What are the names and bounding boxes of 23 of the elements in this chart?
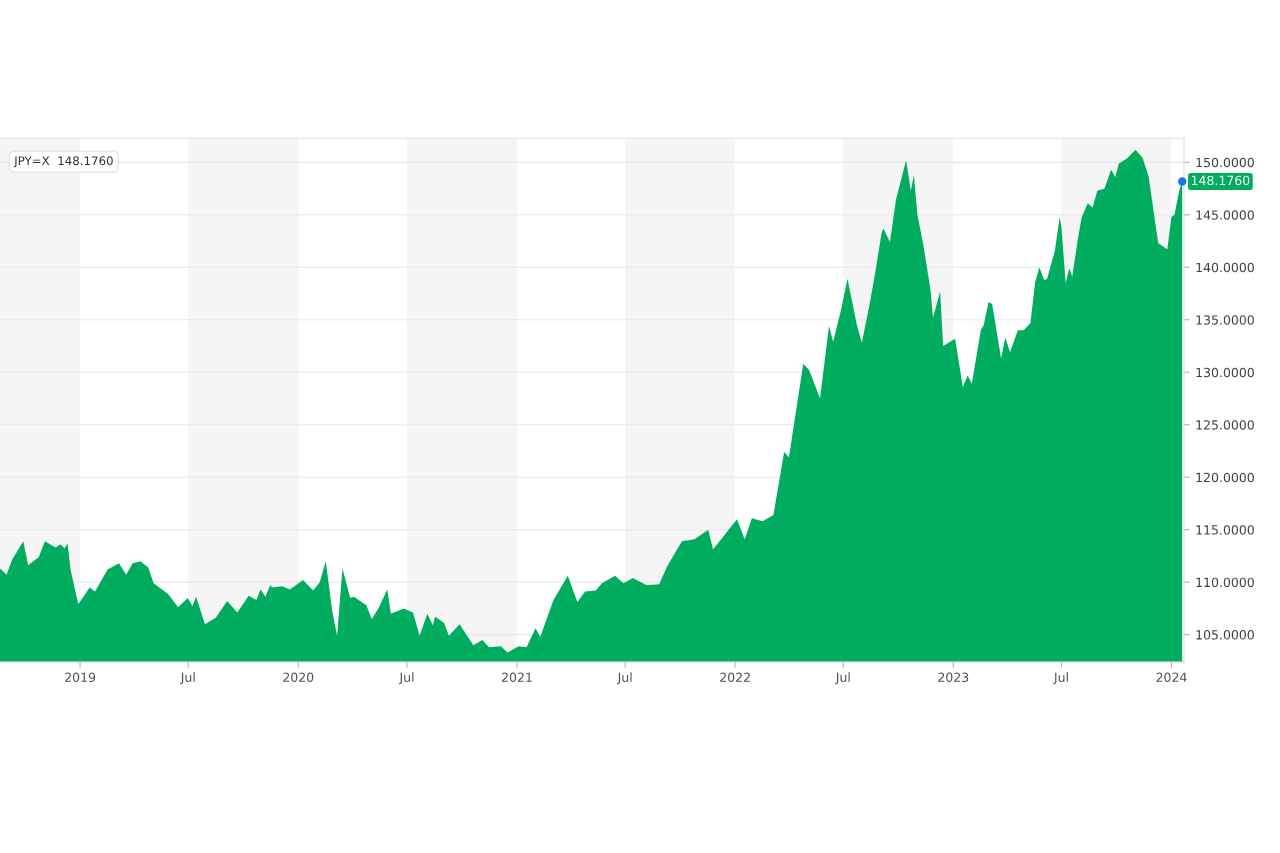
y-tick-label: 105.0000 bbox=[1196, 630, 1254, 640]
x-tick-label: 2021 bbox=[502, 672, 532, 683]
x-tick-label: Jul bbox=[180, 672, 195, 685]
x-tick-label: 2024 bbox=[1156, 672, 1187, 683]
y-tick-label: 120.0000 bbox=[1196, 472, 1254, 483]
x-tick-label: 2019 bbox=[65, 672, 96, 683]
x-tick-label: Jul bbox=[1053, 672, 1068, 685]
y-tick-label: 150.0000 bbox=[1196, 157, 1254, 168]
x-tick-label: 2020 bbox=[283, 672, 314, 683]
y-tick-label: 140.0000 bbox=[1196, 262, 1254, 273]
x-tick-label: 2022 bbox=[720, 672, 750, 683]
y-tick-label: 125.0000 bbox=[1196, 420, 1254, 430]
x-tick-label: Jul bbox=[398, 672, 414, 685]
annotation: 148.1760 bbox=[1191, 175, 1250, 186]
y-tick-label: 130.0000 bbox=[1196, 367, 1254, 378]
x-tick-label: 2023 bbox=[938, 672, 969, 683]
x-tick-label: Jul bbox=[616, 672, 632, 685]
y-tick-label: 110.0000 bbox=[1196, 577, 1254, 588]
y-tick-label: 145.0000 bbox=[1196, 210, 1254, 220]
y-tick-label: 115.0000 bbox=[1196, 525, 1254, 535]
annotation: JPY=X 148.1760 bbox=[13, 156, 113, 168]
x-tick-label: Jul bbox=[835, 672, 850, 685]
y-tick-label: 135.0000 bbox=[1196, 315, 1254, 325]
